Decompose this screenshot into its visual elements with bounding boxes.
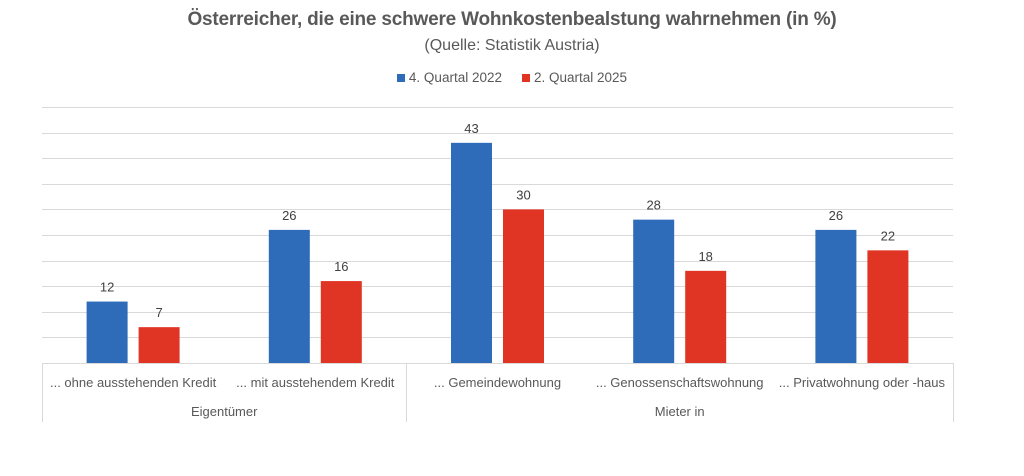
x-tick-label-3: ... Genossenschaftswohnung xyxy=(596,375,764,390)
legend-swatch-series-0 xyxy=(396,73,405,82)
bar-series-0-cat-1[interactable] xyxy=(268,229,310,363)
bar-series-1-cat-4[interactable] xyxy=(867,250,909,363)
legend-item-series-1[interactable]: 2. Quartal 2025 xyxy=(522,70,627,85)
legend-swatch-series-1 xyxy=(522,73,530,82)
data-labels: 12 7 26 16 43 30 28 18 26 22 xyxy=(100,121,895,320)
data-label-series-0-cat-3: 28 xyxy=(646,198,660,213)
bar-series-1-cat-0[interactable] xyxy=(138,327,180,363)
legend-item-series-0[interactable]: 4. Quartal 2022 xyxy=(396,70,502,85)
bar-series-0-cat-3[interactable] xyxy=(633,219,675,363)
legend: 4. Quartal 2022 2. Quartal 2025 xyxy=(0,70,1024,85)
x-group-label-0: Eigentümer xyxy=(191,404,258,419)
bar-series-0-cat-4[interactable] xyxy=(815,229,857,363)
data-label-series-0-cat-0: 12 xyxy=(100,280,114,295)
data-label-series-0-cat-4: 26 xyxy=(829,208,843,223)
gridlines xyxy=(42,107,953,338)
bar-series-1-cat-3[interactable] xyxy=(685,270,727,363)
x-tick-label-4: ... Privatwohnung oder -haus xyxy=(779,375,946,390)
bars xyxy=(86,142,909,363)
data-label-series-1-cat-3: 18 xyxy=(698,249,712,264)
x-tick-label-2: ... Gemeindewohnung xyxy=(434,375,561,390)
x-axis: ... ohne ausstehenden Kredit ... mit auss… xyxy=(42,363,954,422)
x-group-label-1: Mieter in xyxy=(655,404,705,419)
bar-series-0-cat-0[interactable] xyxy=(86,301,128,363)
x-tick-label-0: ... ohne ausstehenden Kredit xyxy=(50,375,217,390)
legend-label-series-0: 4. Quartal 2022 xyxy=(408,70,502,85)
chart-subtitle: (Quelle: Statistik Austria) xyxy=(424,37,600,54)
legend-label-series-1: 2. Quartal 2025 xyxy=(534,70,628,85)
chart-title: Österreicher, die eine schwere Wohnkoste… xyxy=(187,9,837,30)
x-tick-label-1: ... mit ausstehendem Kredit xyxy=(236,375,395,390)
bar-series-1-cat-1[interactable] xyxy=(320,281,362,363)
data-label-series-0-cat-1: 26 xyxy=(282,208,296,223)
data-label-series-1-cat-0: 7 xyxy=(155,305,162,320)
data-label-series-0-cat-2: 43 xyxy=(464,121,478,136)
data-label-series-1-cat-1: 16 xyxy=(334,259,348,274)
data-label-series-1-cat-2: 30 xyxy=(516,187,530,202)
data-label-series-1-cat-4: 22 xyxy=(881,228,895,243)
bar-series-1-cat-2[interactable] xyxy=(503,209,544,363)
bar-series-0-cat-2[interactable] xyxy=(451,142,492,363)
